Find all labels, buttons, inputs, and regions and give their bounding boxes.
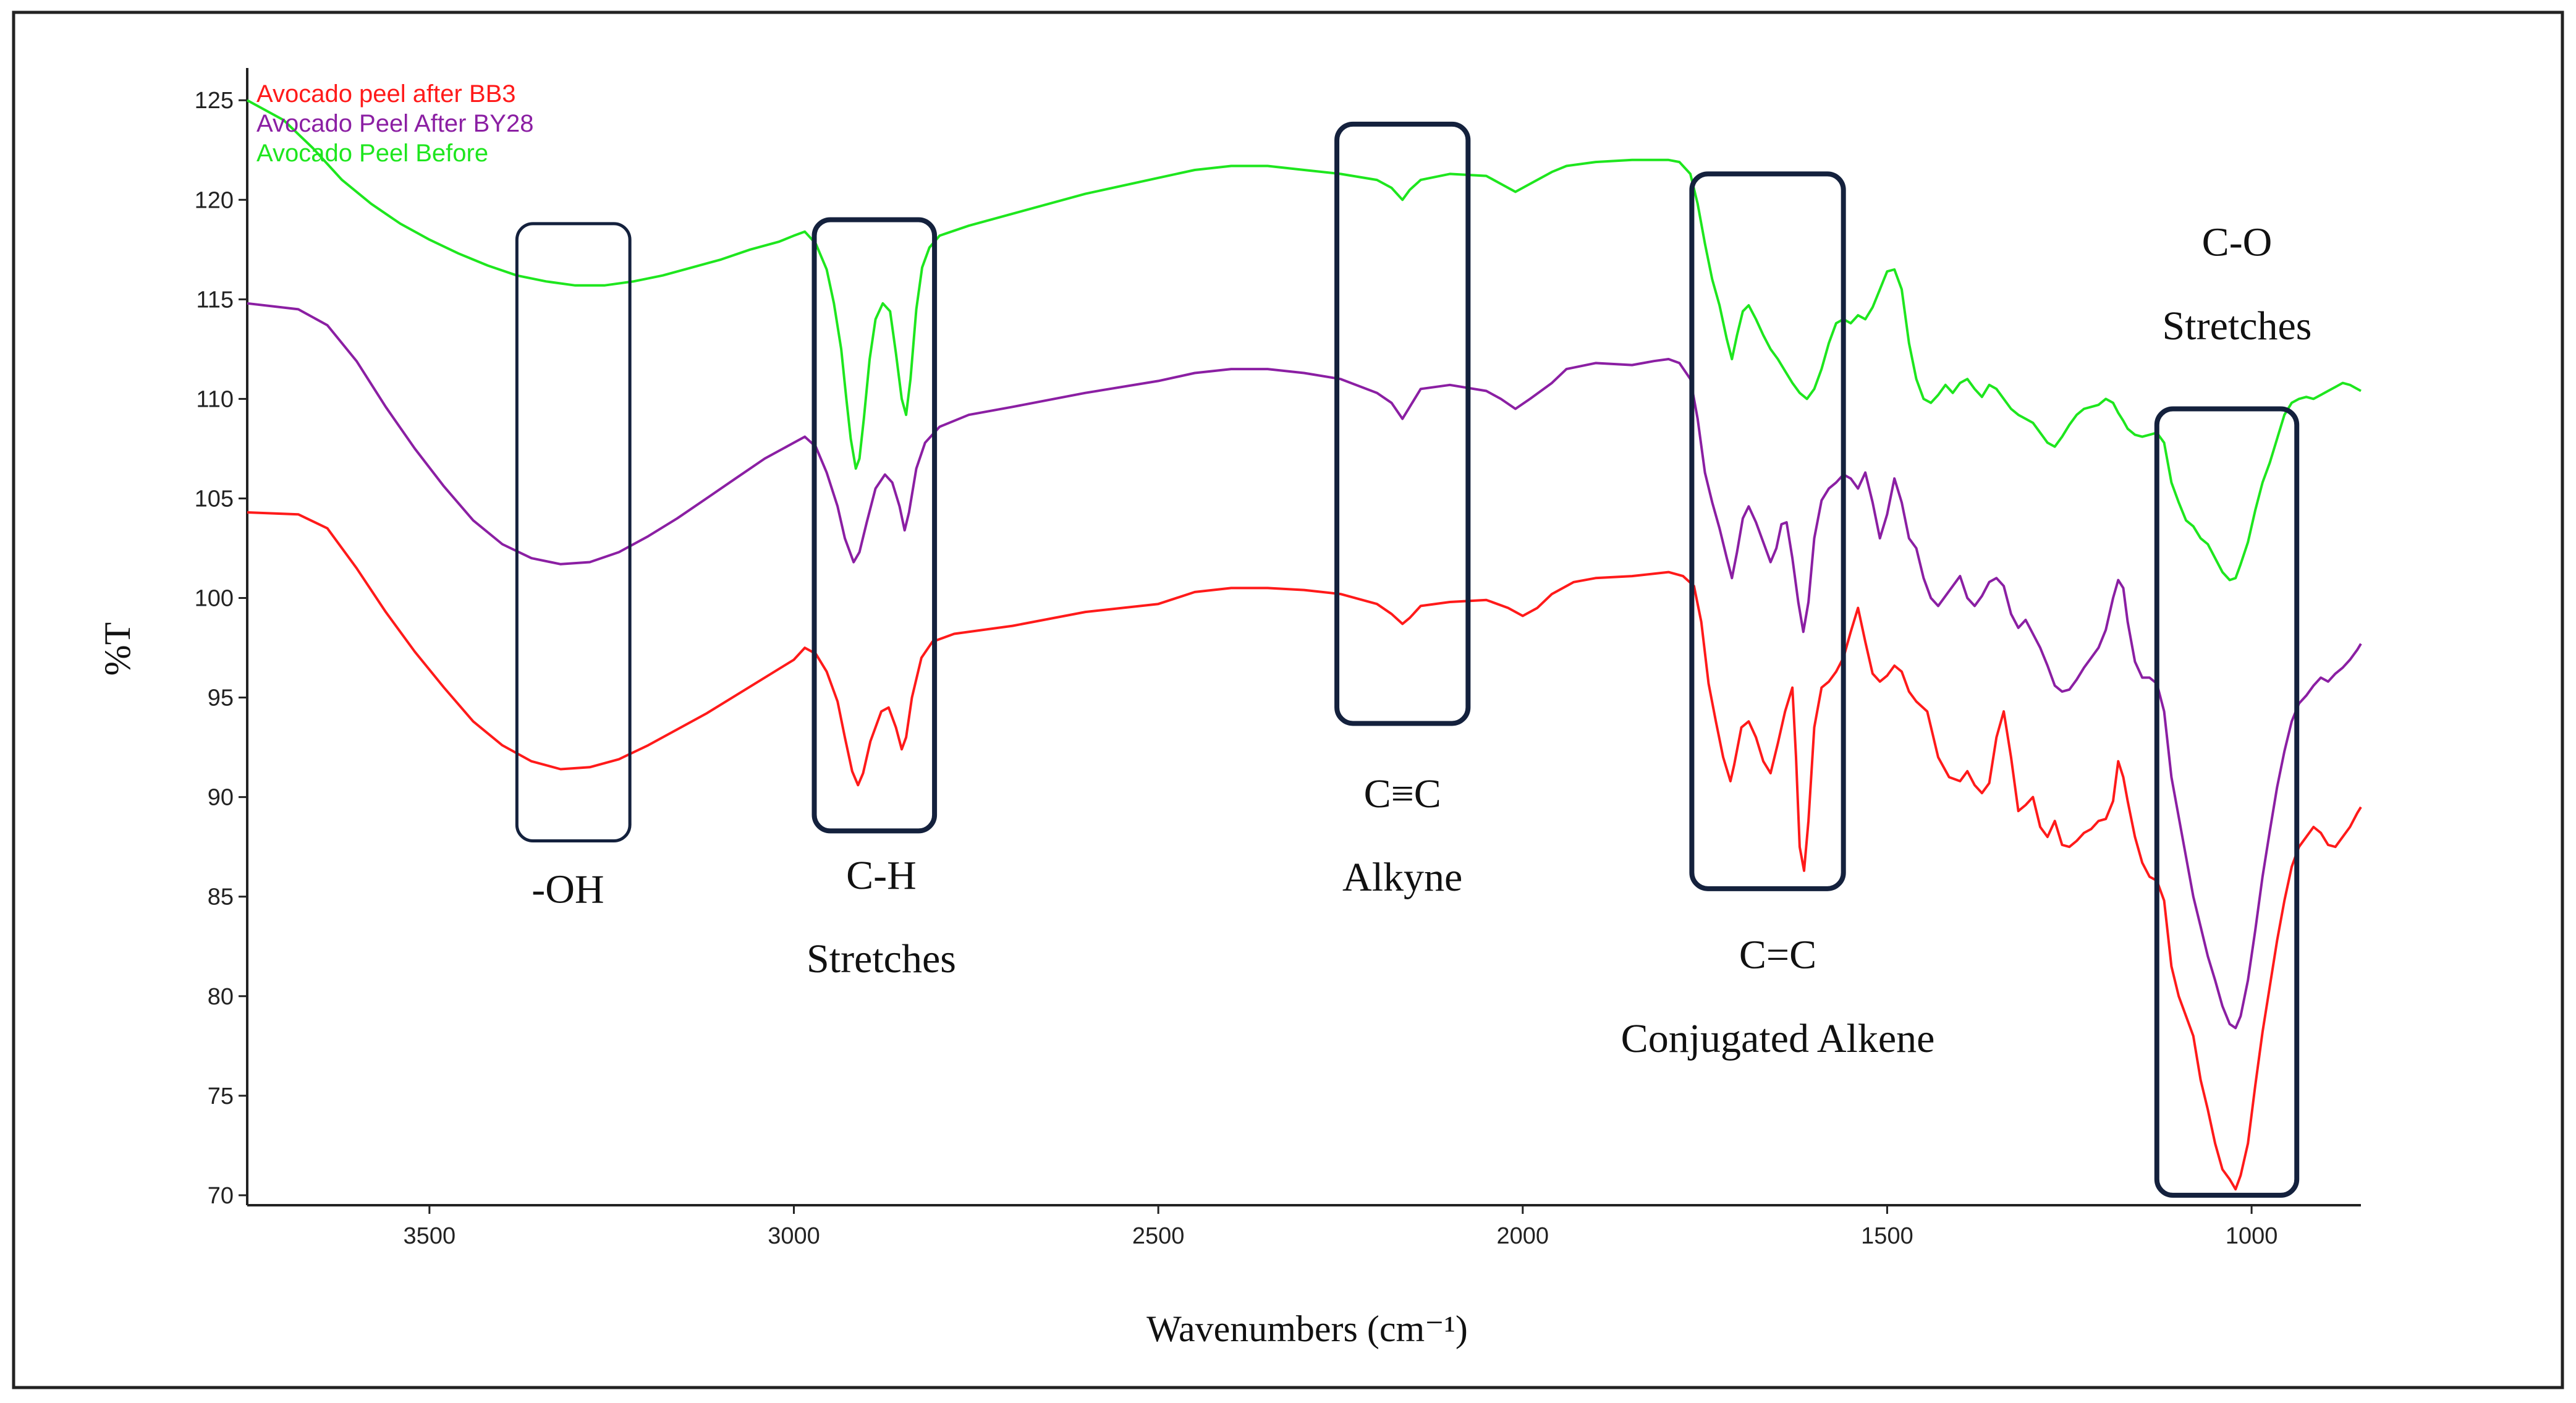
- figure-border: [12, 11, 2564, 1389]
- annotation-label-cc-double: C=C: [1739, 933, 1816, 978]
- annotation-label-cc-double: Conjugated Alkene: [1621, 1016, 1935, 1061]
- annotations: -OH C-H Stretches C≡C Alkyne C=C Conjugated Al…: [515, 121, 2312, 1198]
- x-tick-label: 2500: [1132, 1223, 1185, 1249]
- axes: 3500 3000 2500 2000 1500 1000 70 75 80 85 90 95 100 1…: [195, 68, 2361, 1249]
- series-lines: [247, 99, 2362, 1191]
- y-tick-label: 90: [208, 785, 234, 811]
- annotation-label-cc-triple: C≡C: [1364, 771, 1441, 816]
- x-tick-label: 1500: [1861, 1223, 1913, 1249]
- y-tick-label: 80: [208, 984, 234, 1010]
- series-line-0: [247, 511, 2362, 1191]
- legend-entry-2: Avocado Peel Before: [256, 140, 488, 167]
- annotation-box-oh: [515, 222, 632, 843]
- annotation-label-co: Stretches: [2163, 303, 2312, 349]
- annotation-label-cc-triple: Alkyne: [1342, 855, 1462, 900]
- annotation-box-cc-double: [1689, 171, 1846, 891]
- y-axis-label: %T: [97, 622, 138, 676]
- series-line-1: [247, 302, 2362, 1030]
- x-tick-label: 2000: [1497, 1223, 1549, 1249]
- y-tick-label: 110: [196, 386, 234, 412]
- y-tick-label: 75: [208, 1083, 234, 1109]
- x-axis-label: Wavenumbers (cm⁻¹): [1146, 1308, 1468, 1349]
- y-tick-label: 85: [208, 884, 234, 910]
- legend-entry-0: Avocado peel after BB3: [256, 80, 516, 108]
- annotation-label-co: C-O: [2202, 219, 2273, 265]
- y-tick-label: 125: [195, 88, 234, 114]
- annotation-box-co: [2154, 406, 2300, 1198]
- annotation-label-ch: C-H: [846, 853, 917, 898]
- y-tick-label: 70: [208, 1183, 234, 1209]
- annotation-box-cc-triple: [1334, 121, 1471, 726]
- annotation-box-ch: [811, 217, 938, 834]
- annotation-label-oh: -OH: [532, 867, 604, 912]
- x-tick-label: 3000: [768, 1223, 820, 1249]
- x-tick-label: 1000: [2226, 1223, 2278, 1249]
- y-tick-label: 95: [208, 685, 234, 711]
- x-tick-label: 3500: [404, 1223, 456, 1249]
- series-line-2: [247, 99, 2362, 582]
- y-tick-label: 100: [195, 586, 234, 612]
- y-tick-label: 115: [196, 287, 234, 313]
- annotation-label-ch: Stretches: [807, 936, 956, 981]
- y-tick-label: 105: [195, 486, 234, 512]
- y-tick-label: 120: [195, 187, 234, 213]
- legend-entry-1: Avocado Peel After BY28: [256, 110, 533, 137]
